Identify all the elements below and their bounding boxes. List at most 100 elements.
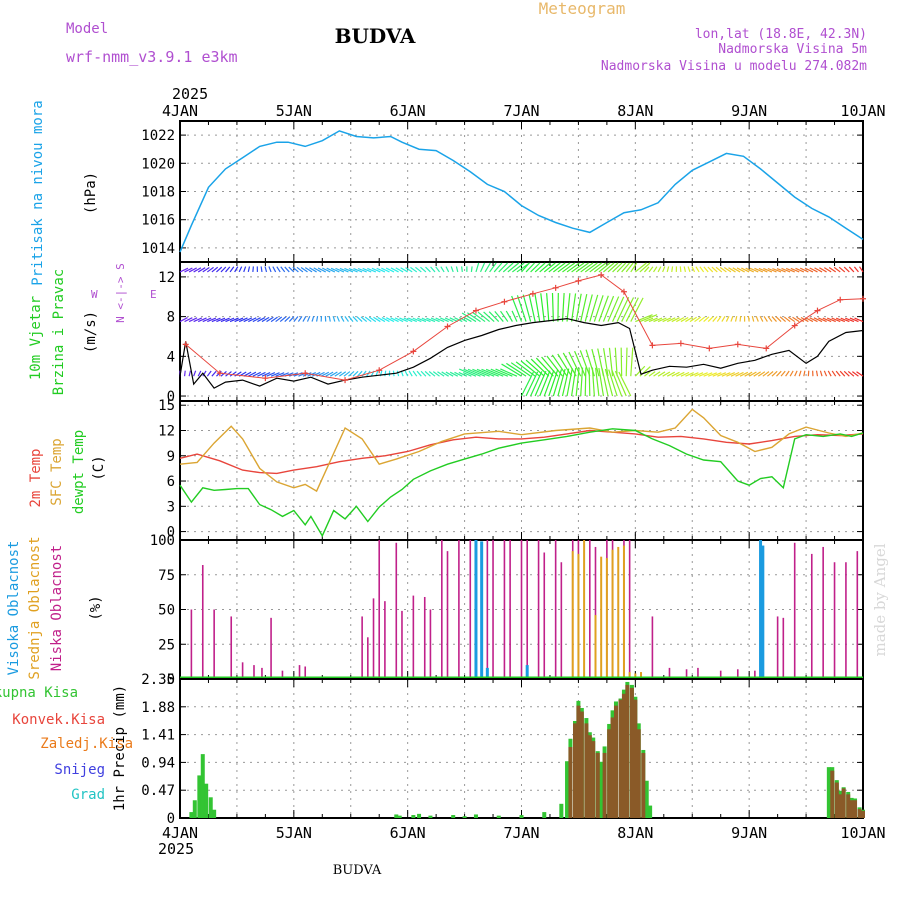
x-tick-label-top: 6JAN — [390, 102, 426, 120]
cloud-low-bar — [509, 540, 511, 679]
wind-barb — [849, 317, 859, 323]
cloud-low-bar — [668, 667, 671, 679]
wind-barb — [183, 370, 186, 377]
wind-barb — [698, 316, 706, 323]
wind-barb — [261, 371, 271, 377]
cloud-low-bar — [458, 540, 460, 679]
wind-barb — [798, 370, 802, 377]
wind-barb — [353, 267, 363, 273]
x-tick-label-top: 9JAN — [731, 102, 767, 120]
wind-barb — [630, 297, 644, 322]
wind-barb — [790, 267, 800, 273]
wind-barb — [635, 314, 653, 323]
x-tick-label-bottom: 4JAN — [162, 824, 198, 842]
precip-conv-bar — [625, 684, 630, 818]
wind-barb — [853, 266, 859, 273]
wind-barb — [280, 266, 286, 273]
wind-barb — [723, 267, 732, 273]
wind-barb — [206, 266, 214, 273]
sfc-temp-axis-label: SFC Temp — [49, 438, 65, 505]
wind-barb — [591, 348, 600, 377]
cloud-low-bar — [190, 609, 193, 679]
pressure-panel: 1014 1016 1018 1020 1022 — [141, 120, 864, 263]
wind-barb — [384, 370, 387, 377]
wind-barb — [512, 262, 525, 273]
wind-barb — [771, 370, 778, 377]
wind-barb — [220, 266, 227, 273]
wind-gust-marker — [620, 288, 627, 295]
wind-barb — [300, 266, 308, 273]
cloud-low-bar — [230, 616, 233, 679]
x-tick-label-bottom: 7JAN — [503, 824, 539, 842]
wind-barb — [525, 371, 539, 397]
wind-barb — [766, 371, 774, 377]
y-tick-label: 8 — [167, 310, 175, 326]
precip-conv-bar — [633, 699, 638, 818]
wind-barb — [206, 370, 212, 377]
wind-barb — [543, 262, 556, 273]
wind-barb — [270, 372, 280, 377]
wind-barb — [188, 370, 192, 377]
wind-barb — [607, 296, 620, 322]
cloud-mid-bar — [583, 540, 586, 679]
cloud-mid-bar — [628, 672, 631, 679]
wind-barb — [694, 316, 702, 323]
wind-barb — [666, 266, 670, 273]
wind-barb — [530, 371, 543, 397]
wind-barb — [612, 296, 625, 322]
wind-barb — [417, 317, 427, 323]
wind-barb — [795, 267, 805, 273]
wind-barb — [771, 316, 777, 322]
precip-conv-bar — [641, 752, 646, 818]
wind-gust-marker — [376, 367, 383, 374]
wind-barb — [260, 266, 263, 273]
wind-barb — [377, 316, 386, 323]
precip-total-bar — [496, 815, 501, 818]
wind-barb — [440, 266, 445, 273]
wind-barb — [297, 316, 303, 322]
wind-gust-marker — [860, 295, 866, 302]
wind-barb — [412, 370, 418, 377]
precip-total-bar — [189, 812, 194, 818]
precip-conv-bar — [576, 705, 581, 818]
wind-barb — [539, 370, 551, 397]
precip-total-bar — [473, 814, 478, 818]
wind-barb — [395, 267, 404, 273]
wind-barb — [416, 370, 422, 377]
cloud-mid-bar — [634, 673, 637, 679]
wind-barb — [344, 316, 349, 322]
wind-barb — [584, 262, 598, 273]
wind-barb — [211, 370, 217, 377]
coords-label: lon,lat (18.8E, 42.3N) — [695, 27, 867, 42]
wind-barb — [758, 267, 768, 273]
cloud-mid-bar — [594, 615, 597, 679]
x-axis-bottom: 4JAN 5JAN 6JAN 7JAN 8JAN 9JAN 10JAN — [162, 824, 886, 842]
watermark: made by Angel — [871, 543, 889, 656]
cloud-low-bar — [213, 609, 215, 679]
wind-barb — [852, 371, 859, 377]
cloud-low-bar — [423, 596, 426, 679]
wind-barb — [302, 372, 312, 377]
wind-barb — [348, 316, 354, 322]
wind-unit-label: (m/s) — [83, 311, 99, 353]
wind-barb — [528, 293, 536, 322]
wind-barb — [522, 294, 532, 322]
cloud-low-bar — [856, 551, 859, 679]
wind-barb — [703, 372, 713, 377]
precip-conv-bar — [853, 800, 858, 818]
y-tick-label: 0.94 — [141, 755, 175, 771]
wind-barb — [608, 369, 618, 397]
wind-barb — [530, 358, 550, 377]
y-tick-label: 3 — [167, 499, 175, 515]
wind-barb — [343, 371, 351, 377]
wind-compass-e: E — [150, 288, 157, 301]
wind-barb — [595, 367, 600, 397]
temp-dewpoint-line — [179, 428, 864, 538]
wind-barb — [197, 267, 206, 273]
wind-barb — [184, 317, 193, 323]
cloud-low-bar — [241, 662, 244, 679]
wind-barb — [762, 371, 770, 377]
cloud-low-bar — [543, 552, 546, 679]
wind-barb — [616, 296, 630, 322]
wind-barb — [356, 316, 363, 323]
